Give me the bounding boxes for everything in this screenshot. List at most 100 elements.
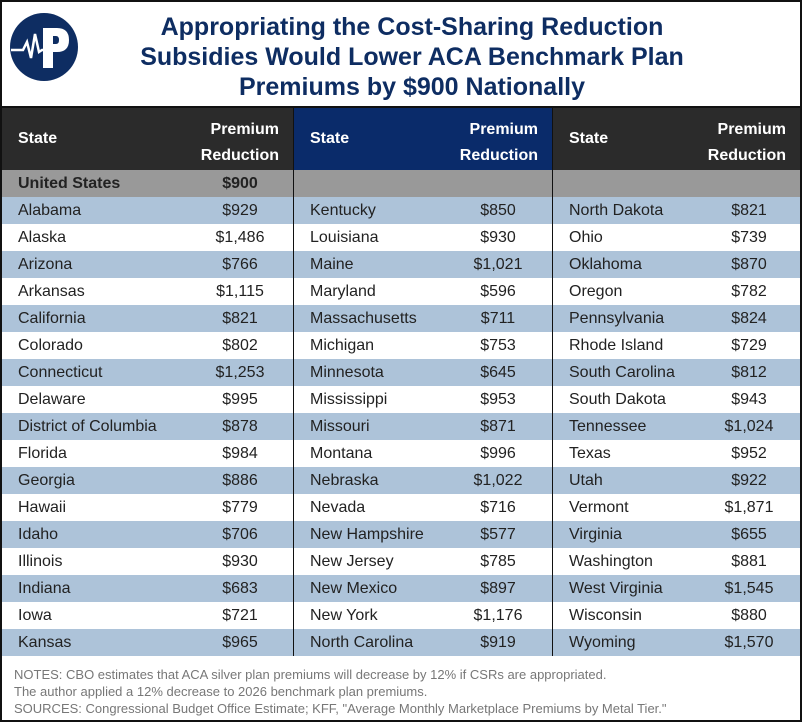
premium-reduction-value: $683 xyxy=(222,580,258,597)
premium-reduction-value: $782 xyxy=(731,283,767,300)
table-row: Nevada $716 xyxy=(294,494,552,521)
table-row: Vermont $1,871 xyxy=(553,494,800,521)
table-row: Arizona $766 xyxy=(2,251,293,278)
state-name: Kansas xyxy=(18,634,72,651)
table-row: Mississippi $953 xyxy=(294,386,552,413)
state-name: Utah xyxy=(569,472,603,489)
premium-reduction-value: $655 xyxy=(731,526,767,543)
table-row: Nebraska $1,022 xyxy=(294,467,552,494)
premium-reduction-value: $596 xyxy=(480,283,516,300)
table-row: North Carolina $919 xyxy=(294,629,552,656)
state-name: District of Columbia xyxy=(18,418,157,435)
table-row: North Dakota $821 xyxy=(553,197,800,224)
table-row: West Virginia $1,545 xyxy=(553,575,800,602)
premium-reduction-value: $1,570 xyxy=(724,634,774,651)
header-state: State xyxy=(18,130,58,147)
premium-reduction-value: $645 xyxy=(480,364,516,381)
state-name: New Hampshire xyxy=(310,526,424,543)
state-name: Michigan xyxy=(310,337,375,354)
note-line: The author applied a 12% decrease to 202… xyxy=(14,684,428,699)
premium-reduction-value: $1,486 xyxy=(215,229,265,246)
table-row: Alabama $929 xyxy=(2,197,293,224)
state-name: Idaho xyxy=(18,526,59,543)
premium-reduction-value: $965 xyxy=(222,634,258,651)
table-row: Maine $1,021 xyxy=(294,251,552,278)
table-row: Utah $922 xyxy=(553,467,800,494)
header-premium-line: Premium xyxy=(717,121,786,138)
premium-reduction-value: $870 xyxy=(731,256,767,273)
table-row: Michigan $753 xyxy=(294,332,552,359)
state-name: Arkansas xyxy=(18,283,85,300)
header-state: State xyxy=(310,130,350,147)
table-row: California $821 xyxy=(2,305,293,332)
premium-reduction-value: $706 xyxy=(222,526,258,543)
state-name: North Carolina xyxy=(310,634,414,651)
column-header: State Premium Reduction xyxy=(2,108,293,170)
state-name: Texas xyxy=(569,445,611,462)
state-name: Florida xyxy=(18,445,67,462)
premium-reduction-value: $953 xyxy=(480,391,516,408)
table-row: New Jersey $785 xyxy=(294,548,552,575)
column-header: State Premium Reduction xyxy=(553,108,800,170)
table-row: Maryland $596 xyxy=(294,278,552,305)
table-row: Alaska $1,486 xyxy=(2,224,293,251)
table-row: New Hampshire $577 xyxy=(294,521,552,548)
national-row xyxy=(294,170,552,197)
table-row: Hawaii $779 xyxy=(2,494,293,521)
table-row: Georgia $886 xyxy=(2,467,293,494)
title-bar: Appropriating the Cost-Sharing Reduction… xyxy=(2,2,800,108)
national-value: $900 xyxy=(222,175,258,192)
header-premium-reduction: Premium Reduction xyxy=(708,117,786,169)
state-name: Delaware xyxy=(18,391,86,408)
state-name: Maryland xyxy=(310,283,376,300)
premium-reduction-value: $850 xyxy=(480,202,516,219)
national-state: United States xyxy=(18,175,121,192)
table-row: District of Columbia $878 xyxy=(2,413,293,440)
state-name: Wisconsin xyxy=(569,607,642,624)
premium-reduction-value: $577 xyxy=(480,526,516,543)
state-name: Washington xyxy=(569,553,653,570)
table-column: State Premium Reduction Kentucky $850 Louisia… xyxy=(293,108,552,656)
state-name: Oregon xyxy=(569,283,623,300)
state-name: Virginia xyxy=(569,526,623,543)
note-line: SOURCES: Congressional Budget Office Est… xyxy=(14,701,667,716)
table-row: Massachusetts $711 xyxy=(294,305,552,332)
state-name: Tennessee xyxy=(569,418,647,435)
table-row: Colorado $802 xyxy=(2,332,293,359)
table-row: Pennsylvania $824 xyxy=(553,305,800,332)
note-line: NOTES: CBO estimates that ACA silver pla… xyxy=(14,667,607,682)
table-row: Virginia $655 xyxy=(553,521,800,548)
state-name: South Dakota xyxy=(569,391,666,408)
premium-reduction-value: $886 xyxy=(222,472,258,489)
table-row: Iowa $721 xyxy=(2,602,293,629)
state-name: Oklahoma xyxy=(569,256,642,273)
premium-reduction-value: $812 xyxy=(731,364,767,381)
page-title: Appropriating the Cost-Sharing Reduction… xyxy=(92,12,732,102)
premium-reduction-value: $996 xyxy=(480,445,516,462)
premium-reduction-value: $785 xyxy=(480,553,516,570)
table-row: Delaware $995 xyxy=(2,386,293,413)
national-row xyxy=(553,170,800,197)
state-name: Nebraska xyxy=(310,472,379,489)
premium-reduction-value: $897 xyxy=(480,580,516,597)
table-row: Illinois $930 xyxy=(2,548,293,575)
premium-reduction-value: $1,024 xyxy=(724,418,774,435)
premium-reduction-value: $1,253 xyxy=(215,364,265,381)
table-row: Arkansas $1,115 xyxy=(2,278,293,305)
table-row: Tennessee $1,024 xyxy=(553,413,800,440)
state-name: Alabama xyxy=(18,202,82,219)
table-body: Alabama $929 Alaska $1,486 Arizona $766 Arkans… xyxy=(2,197,293,656)
premium-reduction-value: $821 xyxy=(731,202,767,219)
premium-reduction-value: $802 xyxy=(222,337,258,354)
table-body: North Dakota $821 Ohio $739 Oklahoma $870 Oreg… xyxy=(553,197,800,656)
state-name: California xyxy=(18,310,86,327)
table-body: Kentucky $850 Louisiana $930 Maine $1,021 Mary… xyxy=(294,197,552,656)
table-column: State Premium Reduction United States $900 Al… xyxy=(2,108,293,656)
header-premium-line: Premium xyxy=(469,121,538,138)
table-row: Wisconsin $880 xyxy=(553,602,800,629)
premium-reduction-value: $952 xyxy=(731,445,767,462)
table-row: Washington $881 xyxy=(553,548,800,575)
premium-reduction-value: $871 xyxy=(480,418,516,435)
table-row: Texas $952 xyxy=(553,440,800,467)
table-row: Kansas $965 xyxy=(2,629,293,656)
